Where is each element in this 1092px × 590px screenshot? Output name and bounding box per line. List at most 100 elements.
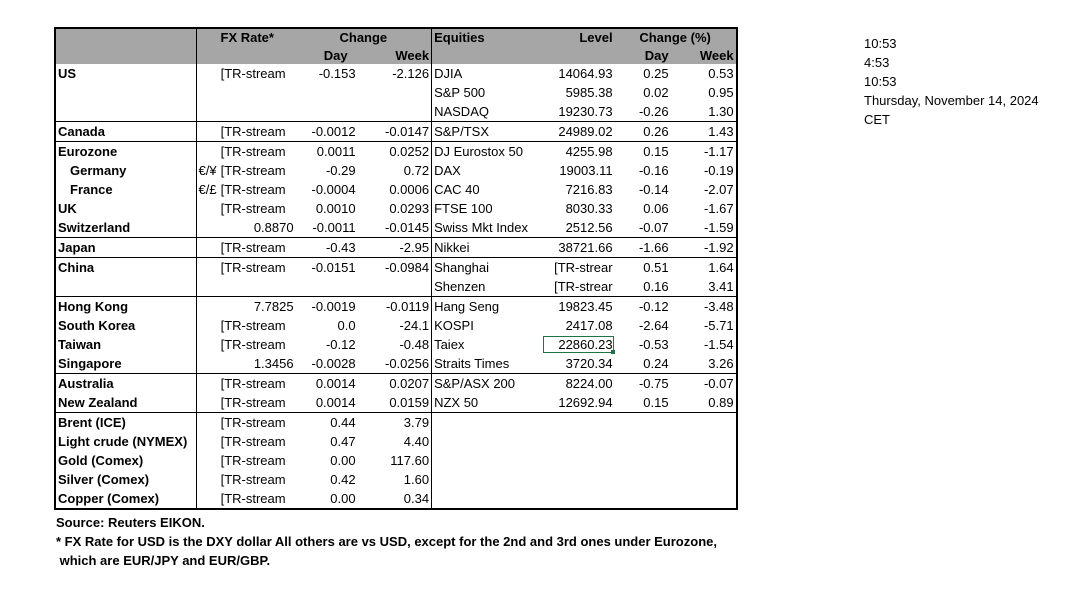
fx-change-day: 0.0011 <box>295 141 358 161</box>
table-body: US [TR-stream -0.153 -2.126 DJIA 14064.93 0.25… <box>55 64 737 509</box>
equity-name: DJIA <box>431 64 542 83</box>
fx-change-week: -2.95 <box>357 237 432 258</box>
pair-prefix <box>195 335 219 354</box>
pair-prefix <box>195 412 219 432</box>
equity-name: Nikkei <box>431 237 542 258</box>
equity-name: DAX <box>431 161 542 180</box>
pair-prefix <box>195 354 219 374</box>
equity-name: NZX 50 <box>431 393 542 413</box>
fx-change-day: 0.0014 <box>315 395 356 410</box>
time-1: 10:53 <box>864 36 897 51</box>
pair-prefix <box>195 393 219 413</box>
equity-name <box>431 489 542 509</box>
fx-rate-cell <box>219 102 296 122</box>
header-row-1: FX Rate* Change Equities Level Change (%… <box>55 28 737 47</box>
pair-prefix <box>195 218 219 238</box>
equity-level <box>541 412 615 432</box>
fx-change-day: -0.12 <box>325 337 356 352</box>
fx-change-day: 0.47 <box>330 434 356 449</box>
equity-change-day <box>615 432 677 451</box>
equity-change-day <box>614 412 677 432</box>
fx-change-week: 0.72 <box>403 163 430 178</box>
fx-rate-cell: [TR-stream <box>220 395 286 410</box>
time-3: 10:53 <box>864 74 897 89</box>
country-name: UK <box>58 201 77 216</box>
fx-rate-cell: [TR-stream <box>220 337 286 352</box>
header-change-pct: Change (%) <box>614 28 737 47</box>
equity-level: 19823.45 <box>541 296 615 316</box>
pair-prefix <box>195 277 219 297</box>
equity-level: 2512.56 <box>565 220 613 235</box>
equity-change-day: -0.53 <box>638 337 669 352</box>
timezone-label: CET <box>864 112 890 127</box>
equity-name: Taiex <box>431 335 542 354</box>
equity-name <box>431 412 542 432</box>
pair-prefix <box>195 199 219 218</box>
equity-name: S&P/TSX <box>431 121 542 142</box>
fx-rate-cell: [TR-stream <box>220 201 286 216</box>
header-eq-day: Day <box>614 47 677 64</box>
source-note: Source: Reuters EIKON. <box>56 515 205 530</box>
equity-name: Shenzen <box>431 277 542 297</box>
fx-rate-cell <box>219 83 296 102</box>
fx-rate-cell: [TR-stream <box>220 472 286 487</box>
fx-rate-cell: 1.3456 <box>253 356 294 371</box>
equity-level: 8224.00 <box>541 373 615 393</box>
fx-rate-cell: [TR-stream <box>220 491 286 506</box>
equity-change-week: -2.07 <box>703 182 734 197</box>
country-name: China <box>55 257 196 277</box>
equity-name: Shanghai <box>431 257 542 277</box>
table-row: Switzerland 0.8870 -0.0011 -0.0145 Swiss Mkt… <box>55 218 737 238</box>
fx-change-day: -0.0004 <box>311 182 356 197</box>
fx-change-day: -0.43 <box>295 237 358 258</box>
fx-change-day: 0.42 <box>330 472 356 487</box>
fx-change-day: 0.00 <box>330 491 356 506</box>
equity-change-week: 3.41 <box>708 279 734 294</box>
pair-prefix <box>195 432 219 451</box>
equity-change-week: -1.54 <box>703 337 734 352</box>
table-row: NASDAQ 19230.73 -0.26 1.30 <box>55 102 737 122</box>
pair-prefix <box>195 373 219 393</box>
equity-change-day: -1.66 <box>614 237 677 258</box>
equity-name <box>431 451 542 470</box>
equity-change-day: -0.12 <box>614 296 677 316</box>
equity-change-day: 0.51 <box>614 257 677 277</box>
header-week: Week <box>357 47 432 64</box>
fx-change-day: 0.00 <box>330 453 356 468</box>
selected-cell-taiex-level[interactable]: 22860.23 <box>542 335 615 354</box>
equity-level: 19003.11 <box>559 163 613 178</box>
equity-change-week: -3.48 <box>676 296 737 316</box>
table-row: Copper (Comex) [TR-stream 0.00 0.34 <box>55 489 737 509</box>
fx-change-day <box>296 102 358 122</box>
pair-prefix <box>195 64 219 83</box>
equity-change-day <box>615 470 677 489</box>
equity-level <box>542 470 615 489</box>
equity-change-week: -0.19 <box>703 163 734 178</box>
market-table: FX Rate* Change Equities Level Change (%… <box>54 27 738 510</box>
country-name: Singapore <box>58 356 122 371</box>
fx-change-week: 4.40 <box>403 434 430 449</box>
fx-rate-cell: [TR-stream <box>220 318 286 333</box>
country-name: Hong Kong <box>55 296 196 316</box>
date-label: Thursday, November 14, 2024 <box>864 93 1039 108</box>
table-row: New Zealand [TR-stream 0.0014 0.0159 NZX 50 1… <box>55 393 737 413</box>
equity-level: 2417.08 <box>565 318 613 333</box>
fx-change-day: 0.0 <box>337 318 356 333</box>
equity-change-week: -5.71 <box>703 318 734 333</box>
fx-change-day <box>296 83 358 102</box>
country-name <box>55 277 196 297</box>
country-name: Canada <box>55 121 196 142</box>
equity-level: [TR-strear <box>554 279 613 294</box>
equity-level: 12692.94 <box>558 395 613 410</box>
fx-rate-cell: [TR-stream <box>220 182 286 197</box>
fx-change-week: 1.60 <box>403 472 430 487</box>
fx-change-week: 0.0252 <box>357 141 432 161</box>
equity-level: [TR-strear <box>541 257 615 277</box>
country-name: New Zealand <box>58 395 138 410</box>
equity-change-week: 1.43 <box>676 121 737 142</box>
equity-name: CAC 40 <box>431 180 542 199</box>
pair-prefix: €/£ <box>195 180 219 199</box>
table-row: Canada [TR-stream -0.0012 -0.0147 S&P/TSX 249… <box>55 121 737 142</box>
fx-rate-cell: [TR-stream <box>218 141 296 161</box>
pair-prefix <box>195 83 219 102</box>
